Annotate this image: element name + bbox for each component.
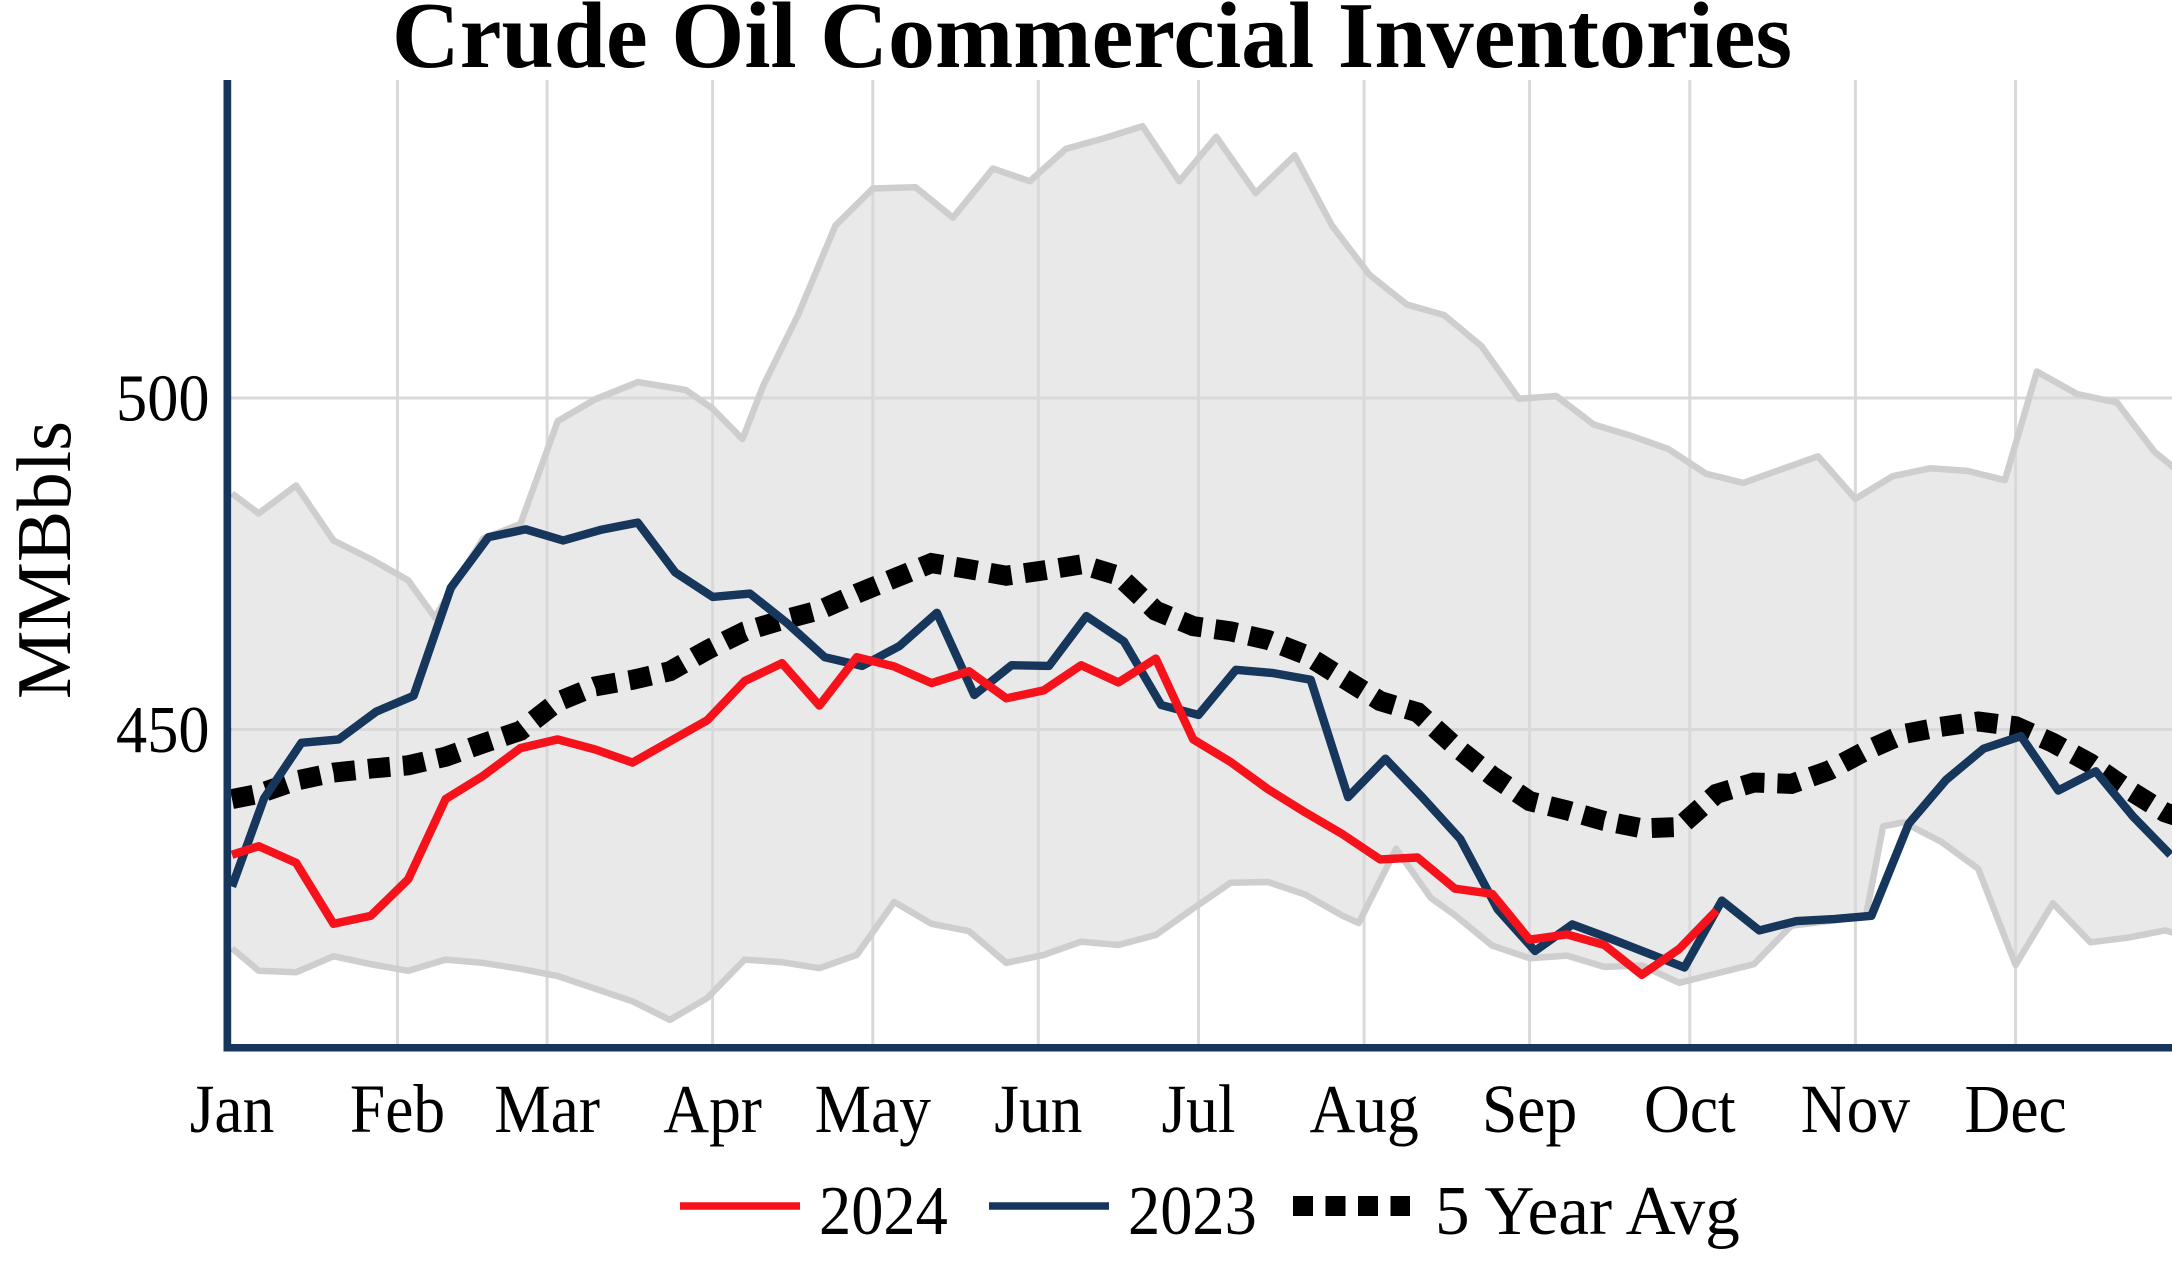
svg-text:5 Year Avg: 5 Year Avg [1435,1173,1740,1250]
svg-text:2023: 2023 [1128,1172,1257,1250]
svg-text:Jul: Jul [1161,1072,1235,1148]
svg-text:Sep: Sep [1482,1072,1577,1148]
svg-text:Jan: Jan [190,1072,275,1148]
svg-text:Dec: Dec [1965,1072,2067,1148]
svg-text:Apr: Apr [663,1072,762,1148]
svg-text:Mar: Mar [494,1072,600,1148]
svg-text:2024: 2024 [819,1172,948,1250]
svg-text:Aug: Aug [1309,1072,1418,1148]
svg-text:500: 500 [116,360,209,435]
svg-text:Jun: Jun [994,1072,1082,1148]
svg-text:May: May [815,1072,931,1148]
svg-text:Crude Oil Commercial Inventori: Crude Oil Commercial Inventories [392,0,1792,88]
svg-text:Nov: Nov [1801,1072,1911,1148]
svg-text:Oct: Oct [1644,1072,1736,1148]
svg-text:MMBbls: MMBbls [1,421,87,699]
svg-text:450: 450 [116,692,209,767]
svg-text:Feb: Feb [350,1072,445,1148]
